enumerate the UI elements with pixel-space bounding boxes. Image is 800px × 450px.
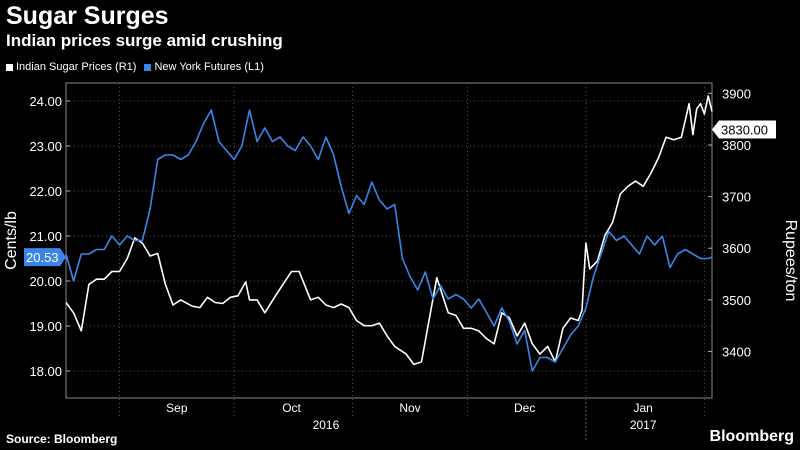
- legend-item-ny: New York Futures (L1): [144, 61, 264, 73]
- grid-layer: [65, 82, 713, 440]
- y-right-tick-label: 3600: [722, 241, 751, 256]
- last-value-tag-right: [712, 120, 776, 139]
- x-month-label: Oct: [282, 401, 301, 415]
- legend-label-india: Indian Sugar Prices (R1): [16, 61, 137, 73]
- tags-layer: 20.53 3830.00: [24, 120, 776, 267]
- last-value-tag-right-text: 3830.00: [721, 122, 768, 137]
- x-month-label: Nov: [399, 401, 420, 415]
- y-left-tick-label: 18.00: [29, 364, 62, 379]
- x-year-label: 2016: [313, 418, 340, 432]
- y-right-tick-label: 3500: [722, 293, 751, 308]
- y-left-tick-label: 21.00: [29, 229, 62, 244]
- source-note: Source: Bloomberg: [6, 432, 118, 446]
- last-value-tag-left-text: 20.53: [26, 250, 59, 265]
- last-value-tag-left: [24, 248, 66, 267]
- chart-subtitle: Indian prices surge amid crushing: [6, 31, 283, 50]
- y-left-tick-label: 24.00: [29, 94, 62, 109]
- legend-swatch-india: [6, 63, 13, 71]
- brand-logo: Bloomberg: [709, 428, 794, 445]
- x-year-label: 2017: [630, 418, 657, 432]
- y-right-axis-label: Rupees/ton: [782, 220, 799, 302]
- legend-swatch-ny: [144, 63, 152, 71]
- y-left-tick-label: 23.00: [29, 139, 62, 154]
- series-layer: [65, 95, 713, 372]
- y-left-tick-label: 20.00: [29, 274, 62, 289]
- chart-title: Sugar Surges: [6, 2, 169, 30]
- x-month-label: Dec: [514, 401, 535, 415]
- india-price-line: [65, 95, 713, 366]
- y-left-tick-label: 19.00: [29, 319, 62, 334]
- plot-frame: [65, 82, 713, 399]
- y-right-tick-label: 3400: [722, 345, 751, 360]
- legend-label-ny: New York Futures (L1): [154, 61, 264, 73]
- legend-item-india: Indian Sugar Prices (R1): [6, 61, 136, 73]
- y-right-tick-label: 3800: [722, 138, 751, 153]
- chart-legend: Indian Sugar Prices (R1) New York Future…: [6, 61, 272, 73]
- x-month-label: Jan: [634, 401, 653, 415]
- x-month-label: Sep: [166, 401, 188, 415]
- y-right-tick-label: 3700: [722, 190, 751, 205]
- y-left-tick-label: 22.00: [29, 184, 62, 199]
- axes-layer: 18.00 19.00 20.00 21.00 22.00 23.00 24.00 3400 3…: [3, 86, 799, 440]
- y-right-tick-label: 3900: [722, 86, 751, 101]
- y-left-axis-label: Cents/lb: [3, 211, 20, 270]
- ny-futures-line: [65, 109, 713, 372]
